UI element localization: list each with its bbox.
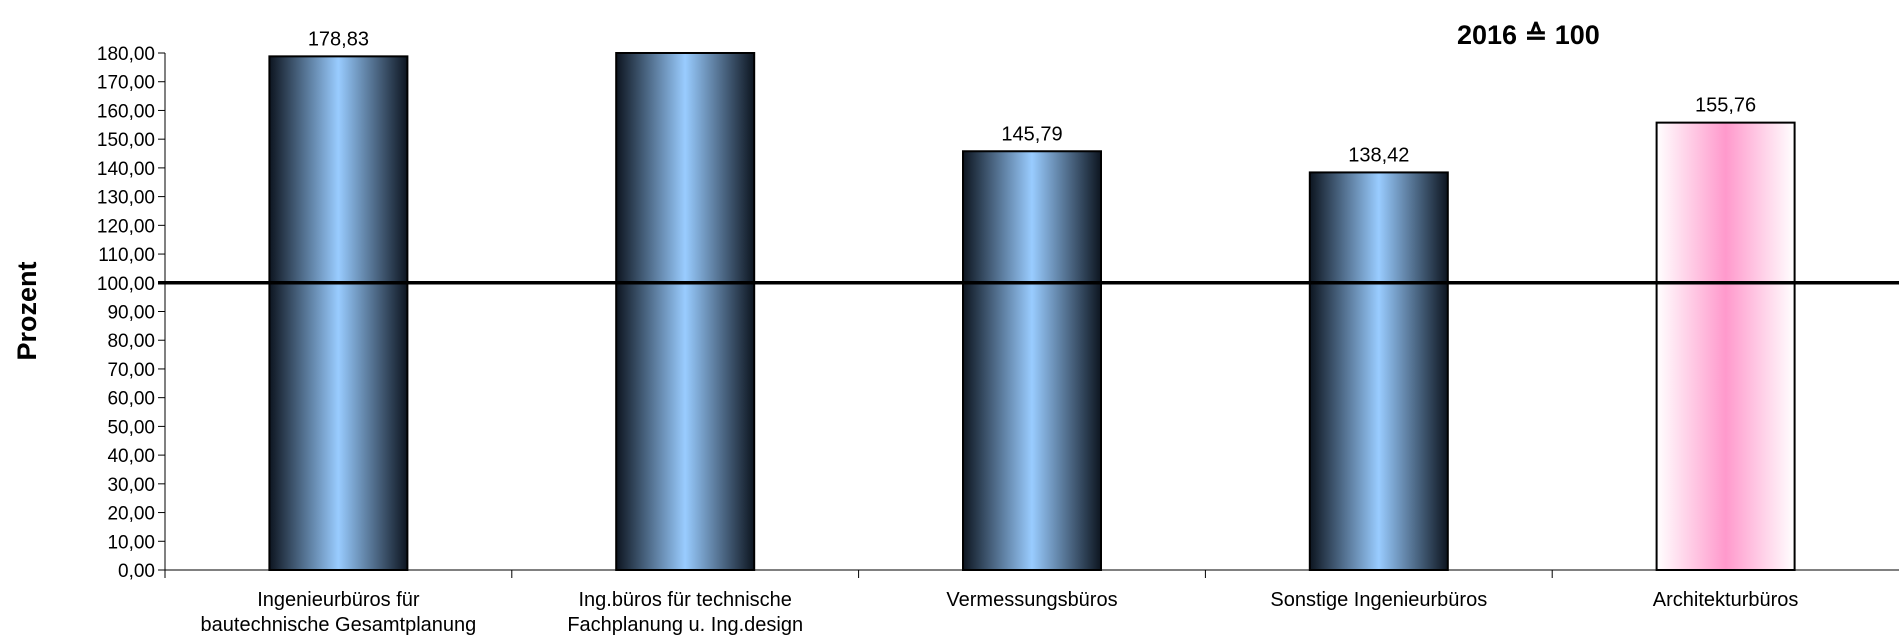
x-tick-label: Architekturbüros: [1653, 589, 1799, 611]
y-tick-label: 140,00: [97, 159, 155, 180]
y-tick-label: 20,00: [107, 504, 155, 525]
bar: [1655, 121, 1796, 571]
bar: [1308, 171, 1449, 571]
y-tick-label: 130,00: [97, 188, 155, 209]
y-tick-label: 160,00: [97, 101, 155, 122]
bar: [962, 150, 1102, 571]
y-tick-label: 70,00: [107, 360, 155, 381]
x-tick-label: Ing.büros für technische Fachplanung u. I…: [567, 589, 803, 636]
bar: [615, 52, 756, 571]
y-tick-label: 40,00: [107, 446, 155, 467]
y-tick-label: 180,00: [97, 44, 155, 65]
base-year-note: 2016 ≙ 100: [1457, 20, 1600, 50]
y-tick-label: 100,00: [97, 274, 155, 295]
y-tick-label: 120,00: [97, 216, 155, 237]
y-tick-label: 150,00: [97, 130, 155, 151]
data-label: 138,42: [1348, 144, 1409, 166]
y-tick-label: 0,00: [118, 561, 155, 582]
x-tick-label: Sonstige Ingenieurbüros: [1270, 589, 1487, 611]
y-tick-label: 90,00: [107, 303, 155, 324]
y-tick-label: 110,00: [98, 245, 155, 266]
x-tick-label: Ingenieurbüros für bautechnische Gesamtpl…: [201, 589, 477, 636]
y-tick-label: 60,00: [107, 389, 155, 410]
plot-area: 0,00 10,00 20,00 30,00 40,00 50,00 60,00 70,00 8…: [97, 28, 1899, 636]
y-tick-label: 50,00: [107, 417, 155, 438]
bar: [268, 55, 409, 572]
y-tick-label: 170,00: [97, 73, 155, 94]
y-tick-label: 30,00: [107, 475, 155, 496]
x-tick-label: Vermessungsbüros: [946, 589, 1117, 611]
data-label: 155,76: [1695, 95, 1756, 117]
y-tick-label: 10,00: [107, 532, 155, 553]
data-label: 178,83: [308, 28, 369, 50]
y-tick-label: 80,00: [107, 331, 155, 352]
y-axis-title: Prozent: [12, 261, 42, 360]
data-label: 145,79: [1001, 123, 1062, 145]
